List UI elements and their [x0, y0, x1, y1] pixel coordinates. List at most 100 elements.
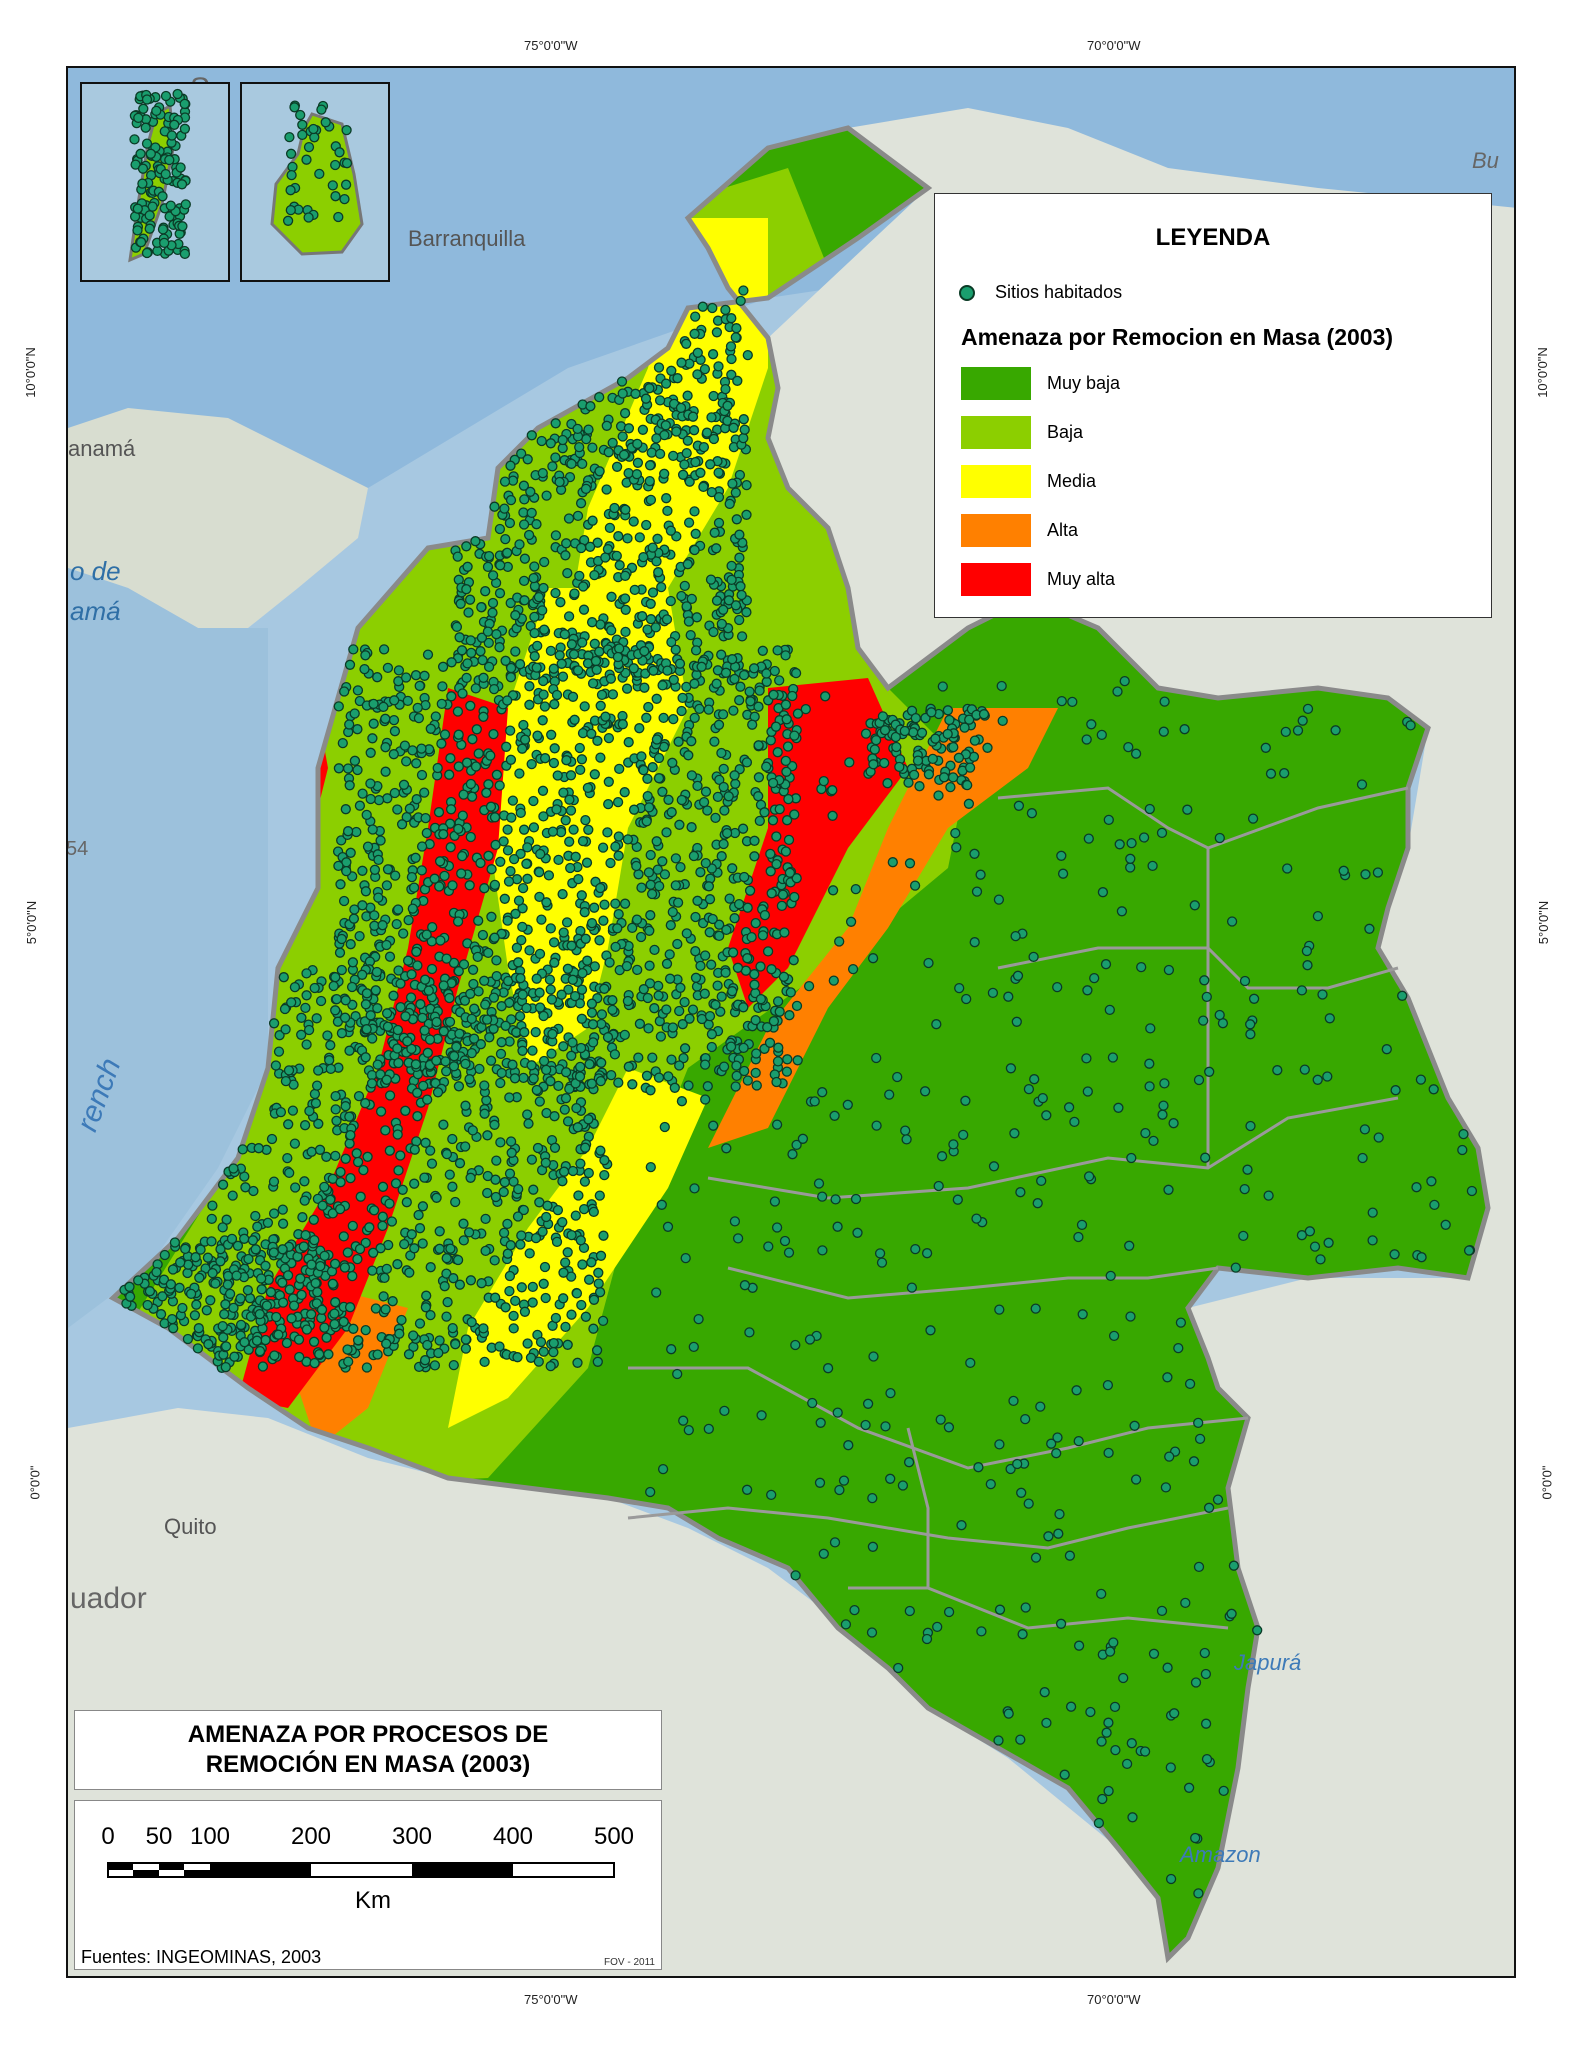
settlement-point [643, 1023, 654, 1034]
settlement-point [650, 622, 661, 633]
settlement-point [475, 1039, 487, 1050]
settlement-point [450, 1339, 461, 1350]
settlement-point [636, 882, 647, 893]
settlement-point [549, 957, 560, 968]
settlement-point [727, 947, 739, 958]
settlement-point [792, 708, 804, 719]
settlement-point [534, 948, 546, 960]
settlement-point [1026, 808, 1038, 819]
settlement-point [683, 1080, 694, 1091]
settlement-point [586, 1078, 597, 1089]
settlement-point [1097, 1793, 1108, 1805]
settlement-point [392, 1024, 404, 1036]
settlement-point [477, 654, 488, 666]
settlement-point [294, 1351, 305, 1363]
settlement-point [971, 1213, 982, 1224]
settlement-point [1200, 1668, 1212, 1680]
settlement-point [1272, 1065, 1283, 1076]
settlement-point [466, 791, 478, 802]
settlement-point [1299, 1064, 1310, 1075]
settlement-point [730, 487, 741, 498]
settlement-point [689, 1183, 700, 1194]
settlement-point [438, 1026, 449, 1037]
settlement-point [360, 650, 371, 661]
settlement-point [732, 962, 744, 973]
settlement-point [700, 857, 711, 869]
settlement-point [1163, 1184, 1174, 1195]
settlement-point [538, 689, 549, 700]
settlement-point [670, 853, 682, 864]
settlement-point [1162, 1372, 1173, 1383]
settlement-point [465, 988, 476, 999]
settlement-point [315, 995, 327, 1007]
settlement-point [976, 1626, 987, 1637]
settlement-point [1372, 867, 1384, 878]
settlement-point [661, 827, 672, 838]
inset-san-andres[interactable] [80, 82, 230, 282]
settlement-point [505, 866, 516, 877]
settlement-point [581, 857, 593, 868]
settlement-point [384, 1090, 396, 1101]
settlement-point [822, 1363, 834, 1374]
settlement-point [191, 1299, 202, 1310]
settlement-point [1144, 1081, 1155, 1092]
settlement-point [467, 734, 478, 745]
settlement-point [562, 1116, 574, 1127]
settlement-point [403, 1349, 415, 1360]
settlement-point [772, 1056, 784, 1067]
settlement-point [832, 1221, 843, 1232]
settlement-point [444, 1016, 456, 1028]
settlement-point [1429, 1199, 1440, 1211]
settlement-point [762, 946, 774, 957]
settlement-point [454, 1279, 466, 1290]
settlement-point [576, 754, 588, 765]
settlement-point [597, 1315, 609, 1327]
settlement-point [308, 123, 319, 135]
settlement-point [537, 715, 548, 726]
settlement-point [1051, 1448, 1062, 1459]
settlement-point [144, 1286, 156, 1297]
settlement-point [284, 131, 295, 143]
settlement-point [325, 1063, 336, 1075]
settlement-point [375, 1106, 387, 1117]
settlement-point [308, 1214, 319, 1225]
settlement-point [1162, 1662, 1173, 1673]
settlement-point [737, 823, 749, 834]
settlement-point [365, 793, 376, 805]
settlement-point [483, 637, 494, 649]
legend-class-label: Media [1047, 471, 1097, 491]
settlement-point [293, 1334, 305, 1345]
settlement-point [729, 673, 740, 685]
settlement-point [516, 448, 527, 459]
settlement-point [301, 968, 312, 979]
settlement-point [560, 1257, 571, 1268]
settlement-point [177, 1302, 188, 1314]
settlement-point [718, 604, 729, 615]
settlement-point [367, 733, 378, 744]
settlement-point [768, 1016, 780, 1027]
settlement-point [1103, 1447, 1114, 1459]
settlement-point [1157, 1109, 1168, 1120]
settlement-point [412, 1087, 423, 1098]
settlement-point [248, 1185, 259, 1197]
settlement-point [643, 802, 655, 813]
settlement-point [535, 848, 546, 860]
settlement-point [557, 1176, 568, 1187]
settlement-point [595, 882, 606, 894]
settlement-point [344, 780, 355, 791]
settlement-point [725, 1041, 737, 1052]
settlement-point [540, 1157, 551, 1168]
inset-providencia[interactable] [240, 82, 390, 282]
settlement-point [548, 937, 560, 948]
settlement-point [779, 1235, 791, 1247]
settlement-point [357, 969, 368, 980]
settlement-point [160, 90, 172, 102]
settlement-point [736, 589, 747, 601]
settlement-point [286, 169, 297, 181]
settlement-point [707, 913, 718, 925]
settlement-point [495, 1137, 506, 1148]
settlement-point [603, 776, 614, 787]
settlement-point [360, 1098, 371, 1109]
settlement-point [368, 718, 379, 729]
settlement-point [1292, 725, 1304, 736]
